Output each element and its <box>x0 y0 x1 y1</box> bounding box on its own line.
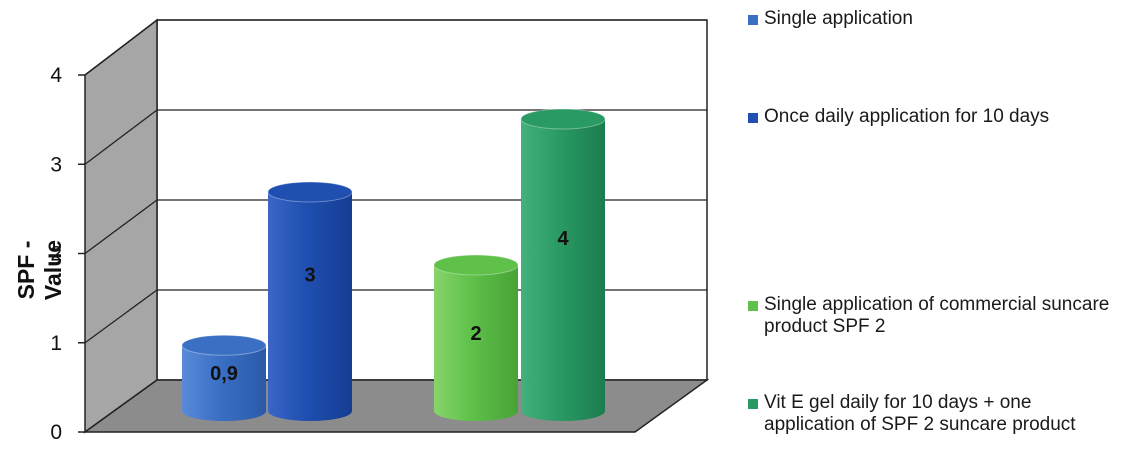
y-tick-label: 1 <box>50 332 62 355</box>
bar-data-label: 0,9 <box>210 363 238 385</box>
legend-swatch <box>748 15 758 25</box>
legend-item: Single application of commercial suncare… <box>748 294 1145 338</box>
gridline-side <box>84 289 158 344</box>
chart-plot: 0,9 3 2 4 0 1 2 3 4 <box>50 18 710 444</box>
legend-label: Single application <box>764 8 913 29</box>
bar-body <box>434 265 518 421</box>
legend-item: Once daily application for 10 days <box>748 106 1145 128</box>
gridline-side <box>84 109 158 165</box>
bar-body <box>182 345 266 421</box>
y-tick-label: 0 <box>50 421 62 444</box>
legend-swatch <box>748 301 758 311</box>
legend-swatch <box>748 399 758 409</box>
bar-4: 4 <box>520 108 606 421</box>
bar-data-label: 3 <box>304 265 315 287</box>
bar-data-label: 4 <box>557 228 569 250</box>
chart-floor <box>82 379 710 433</box>
bar-top <box>433 254 519 276</box>
bar-body <box>521 119 605 421</box>
legend-item: Vit E gel daily for 10 days + one applic… <box>748 392 1145 436</box>
gridline-side <box>84 199 158 255</box>
y-tick-label: 4 <box>50 64 62 87</box>
bar-1: 0,9 <box>181 334 267 421</box>
bar-body <box>268 192 352 421</box>
bar-top <box>181 334 267 356</box>
legend-label: Vit E gel daily for 10 days + one applic… <box>764 392 1076 435</box>
bar-top <box>520 108 606 130</box>
gridline-side <box>84 19 158 76</box>
y-tick-label: 2 <box>50 243 62 266</box>
y-tick-label: 3 <box>50 153 62 176</box>
bar-2: 3 <box>267 181 353 421</box>
bar-3: 2 <box>433 254 519 421</box>
legend-label: Single application of commercial suncare… <box>764 294 1110 337</box>
bar-top <box>267 181 353 203</box>
legend-label: Once daily application for 10 days <box>764 106 1050 127</box>
legend-item: Single application <box>748 8 1145 30</box>
y-axis-label: SPF - Value <box>13 239 66 301</box>
bar-data-label: 2 <box>470 323 481 345</box>
legend: Single application Once daily application… <box>748 0 1145 473</box>
legend-swatch <box>748 113 758 123</box>
